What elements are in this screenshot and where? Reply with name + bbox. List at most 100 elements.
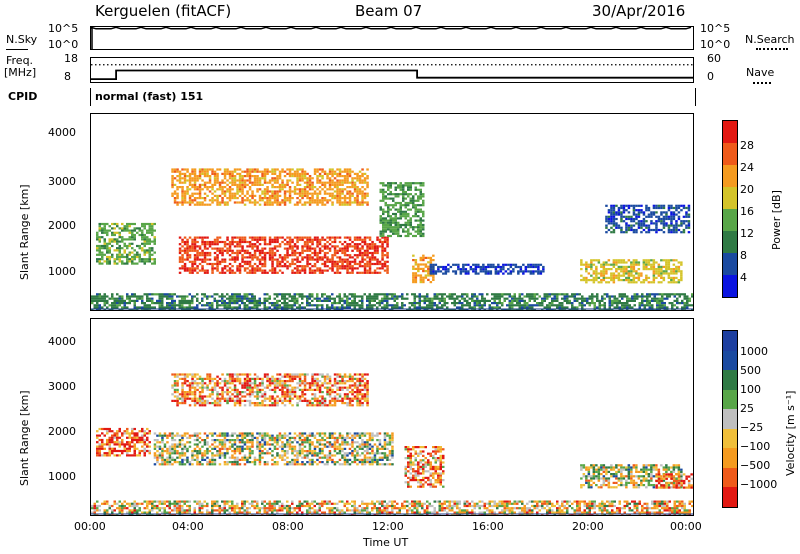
power-cell bbox=[448, 295, 451, 298]
power-cell bbox=[108, 308, 111, 311]
power-cell bbox=[341, 297, 344, 300]
velocity-cell bbox=[221, 445, 224, 448]
power-cell bbox=[474, 263, 478, 266]
power-cell bbox=[211, 201, 214, 204]
power-cell bbox=[419, 190, 422, 194]
power-cell bbox=[266, 197, 269, 200]
power-cell bbox=[682, 228, 686, 232]
power-cell bbox=[308, 203, 312, 206]
power-cell bbox=[143, 302, 146, 305]
power-cell bbox=[381, 251, 384, 255]
power-cell bbox=[236, 240, 239, 244]
power-cell bbox=[336, 302, 339, 305]
power-cell bbox=[382, 234, 385, 238]
power-cell bbox=[431, 302, 434, 305]
power-cell bbox=[667, 276, 671, 279]
power-cell bbox=[416, 306, 419, 309]
power-cell bbox=[103, 295, 106, 298]
power-cell bbox=[503, 297, 506, 300]
power-cell bbox=[404, 182, 407, 185]
power-cell bbox=[291, 181, 294, 184]
power-cell bbox=[238, 269, 242, 272]
power-cell bbox=[409, 199, 412, 202]
power-cell bbox=[133, 306, 136, 309]
power-cell bbox=[361, 179, 364, 182]
power-cell bbox=[206, 181, 209, 184]
power-cell bbox=[253, 175, 257, 178]
power-cell bbox=[263, 299, 266, 302]
power-cell bbox=[428, 302, 431, 305]
power-cell bbox=[392, 219, 395, 222]
power-cell bbox=[680, 222, 683, 225]
power-cell bbox=[256, 245, 259, 248]
power-cell bbox=[278, 172, 282, 175]
power-cell bbox=[148, 251, 151, 254]
power-cell bbox=[203, 186, 207, 189]
power-cell bbox=[472, 268, 475, 271]
velocity-cell bbox=[266, 450, 269, 453]
power-cell bbox=[306, 254, 309, 257]
power-cell bbox=[308, 295, 311, 298]
velocity-cell bbox=[258, 452, 262, 455]
velocity-cell bbox=[206, 452, 209, 455]
power-cell bbox=[632, 263, 636, 266]
power-cell bbox=[630, 265, 633, 268]
power-cell bbox=[531, 295, 534, 298]
velocity-cell bbox=[288, 432, 292, 435]
power-cell bbox=[156, 302, 159, 305]
power-cell bbox=[384, 195, 387, 198]
velocity-cell bbox=[243, 434, 247, 437]
power-cell bbox=[647, 268, 651, 271]
power-cell bbox=[336, 306, 339, 309]
power-cell bbox=[399, 212, 402, 216]
power-cell bbox=[121, 253, 124, 256]
power-cell bbox=[271, 260, 274, 263]
power-cell bbox=[351, 271, 354, 274]
nsearch-tick-bottom: 10^0 bbox=[700, 38, 731, 51]
power-cell bbox=[313, 172, 317, 175]
power-cell bbox=[602, 270, 606, 273]
power-cell bbox=[667, 259, 671, 262]
power-cell bbox=[637, 268, 641, 271]
power-cell bbox=[301, 293, 304, 296]
power-cell bbox=[553, 295, 556, 298]
power-cell bbox=[566, 306, 569, 309]
power-cell bbox=[376, 262, 379, 266]
power-cell bbox=[398, 295, 401, 298]
power-cell bbox=[93, 297, 96, 300]
power-cell bbox=[273, 172, 277, 175]
power-cell bbox=[121, 236, 124, 239]
power-cell bbox=[108, 229, 111, 232]
power-cell bbox=[371, 251, 374, 255]
power-cell bbox=[356, 249, 359, 252]
velocity-cell bbox=[241, 439, 244, 442]
power-cell bbox=[441, 306, 444, 309]
power-cell bbox=[688, 299, 691, 302]
power-cell bbox=[146, 249, 149, 252]
power-cell bbox=[566, 302, 569, 305]
power-cell bbox=[133, 255, 136, 259]
velocity-cell bbox=[278, 432, 282, 435]
power-cell bbox=[630, 268, 633, 271]
velocity-cell bbox=[196, 450, 199, 453]
power-cell bbox=[406, 293, 409, 296]
power-cell bbox=[583, 308, 586, 311]
power-cell bbox=[561, 306, 564, 309]
power-cell bbox=[256, 302, 259, 305]
velocity-cell bbox=[298, 439, 302, 442]
power-cell bbox=[111, 227, 114, 230]
power-cell bbox=[326, 175, 329, 178]
power-cell bbox=[258, 183, 262, 186]
velocity-cell bbox=[248, 434, 252, 437]
power-cell bbox=[256, 170, 259, 173]
power-cell bbox=[263, 258, 267, 261]
power-cell bbox=[378, 260, 382, 263]
power-cell bbox=[497, 270, 500, 273]
power-cell bbox=[658, 304, 661, 307]
power-cell bbox=[421, 306, 424, 309]
power-cell bbox=[508, 302, 511, 305]
power-cell bbox=[392, 197, 395, 200]
power-cell bbox=[499, 265, 503, 269]
power-cell bbox=[133, 302, 136, 305]
power-cell bbox=[278, 186, 282, 189]
